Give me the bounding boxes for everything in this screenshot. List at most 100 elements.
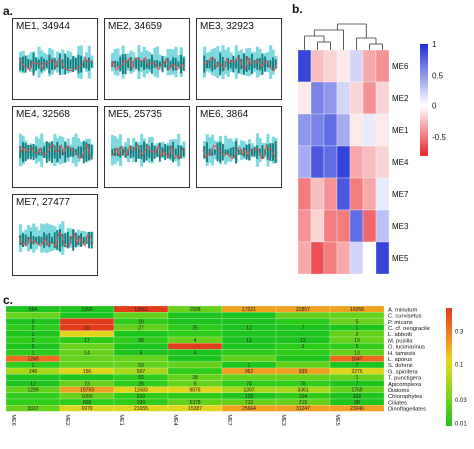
profile-band-dark [156,60,159,69]
taxa-row-label: P. micans [388,320,413,326]
profile-band-dark [211,56,214,72]
taxa-cell-value: 1 [356,375,359,381]
correlation-heatmap-svg: ME6 ME2 ME1 ME4 ME7 ME3 ME5 1 0.5 0 -0.5 [297,23,446,275]
taxa-row-label: T. punctigera [388,376,422,382]
heatmap-cell [349,241,364,275]
taxa-cell-value: 1390 [81,307,92,313]
profile-band-dark [256,58,259,70]
taxa-cell-value: 884 [29,307,38,313]
profile-band-dark [182,147,185,157]
taxa-cell [275,318,331,325]
profile-band-dark [40,56,43,72]
module-box-2: ME2, 34659 [104,18,190,100]
taxa-cell-value: 19793 [80,388,94,394]
heatmap-cell [310,209,325,243]
module-box-1: ME1, 34944 [12,18,98,100]
taxa-column-label: ME7 [226,414,232,425]
profile-band-dark [43,146,46,158]
taxa-cell-value: 3337 [27,406,38,412]
profile-band-dark [258,148,261,156]
taxa-colorbar [446,308,452,426]
profile-band-dark [24,234,27,246]
profile-band-dark [143,58,145,70]
heatmap-row-label: ME3 [392,222,409,231]
taxa-cell-value: 28 [138,381,144,387]
profile-band-dark [224,149,227,155]
taxa-cell-value: 12 [300,338,306,344]
profile-band-dark [32,144,35,161]
heatmap-cell [323,177,338,211]
taxa-cell-value: 1249 [27,357,38,363]
taxa-cell-value: 4 [194,338,197,344]
taxa-cell-value: 12 [246,338,252,344]
profile-band-dark [66,231,69,249]
taxa-colorbar-tick: 0.01 [455,422,467,428]
heatmap-cell [349,49,364,83]
heatmap-cell [310,81,325,115]
profile-band-dark [53,145,56,159]
profile-band-dark [135,142,138,162]
profile-band-dark [203,55,206,73]
profile-band-dark [272,57,274,71]
heatmap-cell [336,49,351,83]
taxa-cell-value: 13061 [134,307,148,313]
module-profile-svg [202,133,278,167]
profile-band-dark [72,229,75,251]
profile-band-dark [227,149,230,155]
taxa-row-label: S. dohrnii [388,363,413,369]
taxa-cell-value: 868 [83,400,92,406]
profile-band-dark [121,148,124,156]
profile-band-dark [164,60,167,68]
profile-band-dark [211,148,214,156]
taxa-cell-value: 3361 [297,388,308,394]
taxa-cell [113,355,169,362]
taxa-cell-value: 13 [354,338,360,344]
profile-band-dark [61,148,64,156]
taxa-cell [329,312,385,319]
profile-band-dark [45,234,48,246]
profile-band-dark [166,145,169,159]
profile-band-dark [237,54,240,74]
module-title: ME3, 32923 [200,21,254,32]
taxa-cell-value: 210 [137,394,146,400]
taxa-cell-value: 7 [356,381,359,387]
taxa-cell-value: 50 [138,375,144,381]
profile-band-dark [156,147,159,157]
taxa-cell [329,405,385,412]
profile-band-dark [140,61,143,68]
module-profile-svg [18,45,94,79]
taxa-cell [275,374,331,381]
taxa-cell [5,398,61,406]
profile-band-dark [145,59,148,69]
colorbar-tick: 0.5 [432,71,444,80]
profile-band-dark [74,57,77,71]
profile-band-dark [269,143,272,161]
heatmap-cell [297,209,312,243]
profile-band-dark [237,149,240,155]
taxa-row-label: Apicomplexa [388,382,422,388]
heatmap-cell [349,145,364,179]
taxa-cell [275,312,331,319]
taxa-row-label: L. aporus [388,357,412,363]
taxa-cell-value: 17021 [242,307,256,313]
module-profile-svg [18,221,94,255]
heatmap-cell [362,81,377,115]
taxa-colorbar-tick: 0.1 [455,363,464,369]
taxa-cell-value: 23046 [350,406,364,412]
heatmap-cell [297,113,312,147]
taxa-colorbar-tick: 0.03 [455,398,467,404]
profile-band-dark [213,149,216,155]
profile-band-dark [256,145,259,159]
profile-band-dark [232,55,235,73]
module-box-3: ME3, 32923 [196,18,282,100]
heatmap-cell [323,113,338,147]
taxa-cell-value: 215 [299,400,308,406]
profile-band-dark [80,55,83,73]
profile-mean-line [18,232,94,249]
colorbar-tick: 0 [432,102,437,111]
heatmap-cell [375,81,390,115]
taxa-cell [113,312,169,319]
taxa-cell [113,343,169,350]
profile-band-dark [243,53,245,75]
heatmap-cell [323,81,338,115]
